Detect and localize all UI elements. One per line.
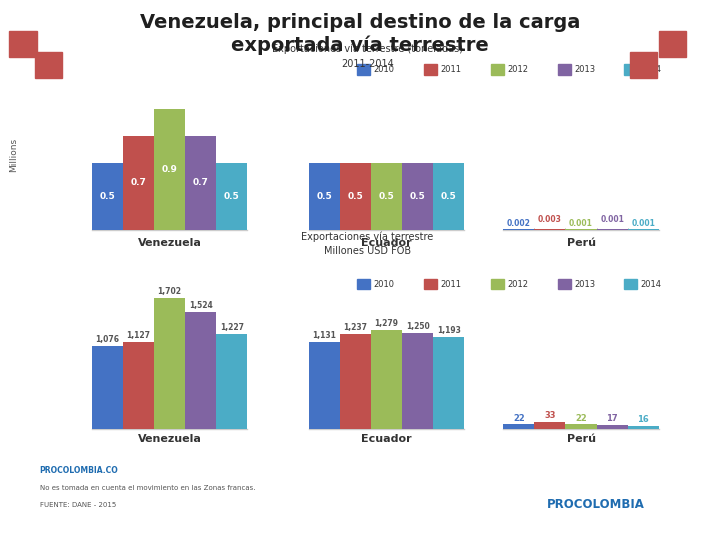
Text: 2012: 2012 — [507, 280, 528, 288]
Text: 0.001: 0.001 — [631, 219, 655, 228]
Text: Ecuador: Ecuador — [361, 434, 412, 444]
Text: 16: 16 — [637, 415, 649, 424]
Text: 2013: 2013 — [574, 280, 595, 288]
Text: 1,237: 1,237 — [343, 322, 367, 332]
Text: 1,250: 1,250 — [406, 322, 430, 330]
Text: 2013: 2013 — [574, 65, 595, 74]
Text: 22: 22 — [575, 414, 587, 422]
Text: 2011: 2011 — [441, 65, 462, 74]
Bar — [91, 346, 123, 429]
Text: 0.003: 0.003 — [538, 215, 562, 225]
Text: Venezuela: Venezuela — [138, 238, 202, 248]
Text: Exportaciones vía terrestre
Millones USD FOB: Exportaciones vía terrestre Millones USD… — [301, 232, 433, 256]
Bar — [503, 424, 534, 429]
Bar — [154, 109, 185, 230]
Bar — [424, 279, 437, 289]
Text: FUENTE: DANE - 2015: FUENTE: DANE - 2015 — [40, 502, 116, 508]
Text: 0.5: 0.5 — [99, 192, 115, 200]
Bar — [309, 163, 340, 230]
Text: Venezuela: Venezuela — [138, 434, 202, 444]
Bar — [154, 298, 185, 429]
Bar — [424, 64, 437, 75]
Bar — [123, 136, 154, 230]
Bar — [565, 424, 597, 429]
Bar — [357, 64, 370, 75]
Text: 1,076: 1,076 — [95, 335, 120, 344]
Text: Exportaciones vía terrestre (toneladas)
2011-2014: Exportaciones vía terrestre (toneladas) … — [271, 44, 463, 69]
Bar — [433, 337, 464, 429]
Text: 0.5: 0.5 — [224, 192, 240, 200]
Bar — [491, 64, 504, 75]
Bar — [123, 342, 154, 429]
Bar — [91, 163, 123, 230]
Bar — [402, 333, 433, 429]
Text: 0.5: 0.5 — [410, 192, 426, 200]
Text: 2010: 2010 — [374, 65, 395, 74]
Text: 0.7: 0.7 — [130, 178, 146, 187]
Text: Perú: Perú — [567, 434, 595, 444]
Bar — [628, 426, 659, 429]
Bar — [185, 312, 216, 429]
Text: 2010: 2010 — [374, 280, 395, 288]
Text: 0.7: 0.7 — [193, 178, 209, 187]
Text: PROCOLOMBIA: PROCOLOMBIA — [547, 498, 645, 511]
Bar — [558, 279, 571, 289]
Text: 1,193: 1,193 — [437, 326, 461, 335]
Text: 2014: 2014 — [641, 280, 662, 288]
Text: 0.5: 0.5 — [441, 192, 456, 200]
Text: 33: 33 — [544, 411, 556, 421]
Bar — [624, 279, 637, 289]
Text: 1,279: 1,279 — [374, 320, 399, 328]
Bar — [491, 279, 504, 289]
Text: No es tomada en cuenta el movimiento en las Zonas francas.: No es tomada en cuenta el movimiento en … — [40, 485, 255, 491]
Text: 1,131: 1,131 — [312, 331, 336, 340]
Text: 1,227: 1,227 — [220, 323, 244, 333]
Text: 0.002: 0.002 — [507, 219, 531, 228]
Bar — [558, 64, 571, 75]
Text: Venezuela, principal destino de la carga
exportada vía terrestre: Venezuela, principal destino de la carga… — [140, 14, 580, 55]
Bar — [185, 136, 216, 230]
Text: Perú: Perú — [567, 238, 595, 248]
Text: 2012: 2012 — [507, 65, 528, 74]
Text: Ecuador: Ecuador — [361, 238, 412, 248]
Text: 0.9: 0.9 — [161, 165, 178, 174]
Bar — [340, 334, 371, 429]
Bar — [371, 163, 402, 230]
Bar — [624, 64, 637, 75]
Text: 0.5: 0.5 — [317, 192, 333, 200]
Bar — [534, 422, 565, 429]
Text: 1,127: 1,127 — [127, 331, 150, 340]
Text: 0.5: 0.5 — [379, 192, 395, 200]
Text: 0.001: 0.001 — [600, 215, 624, 225]
Bar — [433, 163, 464, 230]
Text: 22: 22 — [513, 414, 525, 422]
Bar — [216, 163, 248, 230]
Text: 0.5: 0.5 — [348, 192, 364, 200]
Text: Millions: Millions — [9, 138, 19, 172]
Text: 2014: 2014 — [641, 65, 662, 74]
Bar — [597, 426, 628, 429]
Bar — [216, 334, 248, 429]
Text: 1,702: 1,702 — [158, 287, 181, 296]
Text: 0.001: 0.001 — [569, 219, 593, 228]
Text: PROCOLOMBIA.CO: PROCOLOMBIA.CO — [40, 466, 118, 475]
Bar — [357, 279, 370, 289]
Bar — [340, 163, 371, 230]
Bar — [371, 330, 402, 429]
Text: 2011: 2011 — [441, 280, 462, 288]
Text: 1,524: 1,524 — [189, 301, 212, 309]
Bar — [402, 163, 433, 230]
Text: 17: 17 — [606, 415, 618, 423]
Bar — [309, 342, 340, 429]
